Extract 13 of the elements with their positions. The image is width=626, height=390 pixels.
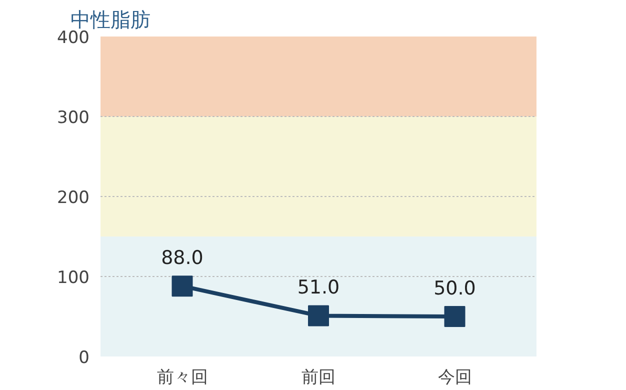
y-tick-label: 100 [57,268,90,288]
y-tick-label: 0 [78,348,90,368]
x-tick-label: 前回 [302,368,336,388]
data-label: 51.0 [297,276,340,299]
y-tick-label: 200 [57,188,90,208]
data-label: 88.0 [161,247,204,270]
x-tick-label: 前々回 [156,368,208,388]
point [444,306,466,327]
x-tick-label: 今回 [438,368,472,388]
data-label: 50.0 [434,278,476,300]
y-tick-label: 300 [57,108,90,128]
point [308,305,329,326]
point [172,276,193,297]
